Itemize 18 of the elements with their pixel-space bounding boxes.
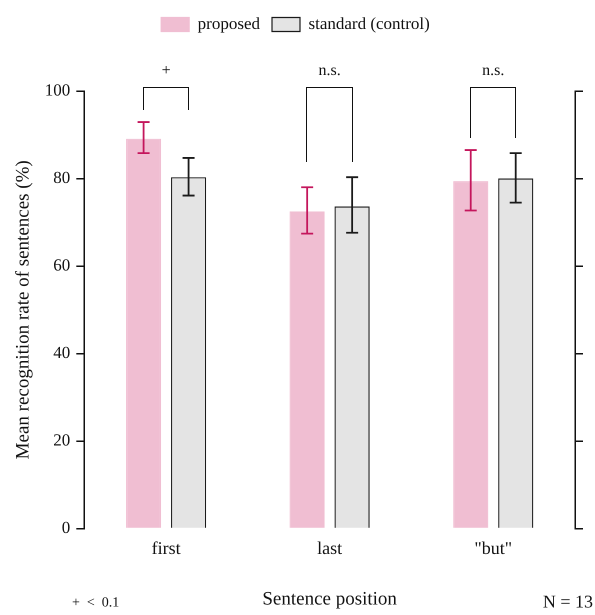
legend-label: proposed — [198, 14, 261, 33]
y-tick-label: 0 — [62, 518, 70, 538]
y-tick-label: 80 — [53, 168, 70, 187]
text: n.s. — [482, 62, 504, 80]
y-tick-label: 20 — [53, 430, 70, 450]
x-axis-title: Sentence position — [262, 588, 398, 610]
y-tick-label: 40 — [53, 343, 70, 362]
x-tick-label: "but" — [474, 538, 512, 558]
text: + — [162, 62, 171, 80]
text: + < 0.1 — [72, 596, 120, 611]
x-tick-label: first — [152, 538, 181, 558]
x-tick-label: last — [317, 538, 342, 558]
text: N = 13 — [542, 592, 593, 612]
legend-label: standard (control) — [308, 14, 430, 33]
y-axis-title: Mean recognition rate of sentences (%) — [12, 160, 34, 460]
y-tick-label: 60 — [53, 256, 70, 275]
text: n.s. — [318, 62, 341, 80]
y-tick-label: 100 — [44, 80, 70, 100]
